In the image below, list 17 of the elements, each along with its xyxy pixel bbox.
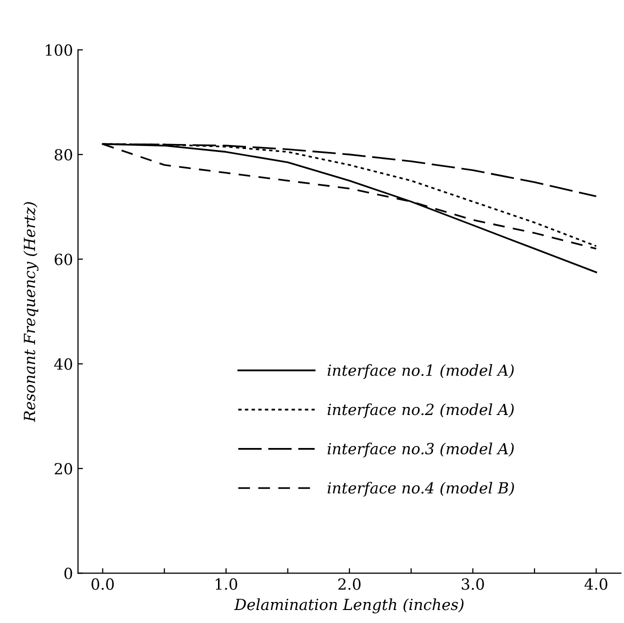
legend-label: interface no.4 (model B)	[328, 482, 514, 497]
x-tick-label: 2.0	[338, 578, 361, 590]
y-axis-title: Resonant Frequency (Hertz)	[23, 202, 38, 422]
legend-label: interface no.2 (model A)	[328, 403, 514, 418]
y-tick-label: 40	[54, 358, 72, 370]
x-tick-label: 0.0	[92, 578, 114, 590]
y-tick-label: 60	[54, 254, 72, 266]
x-tick-label: 1.0	[216, 578, 238, 590]
x-tick-label: 4.0	[584, 578, 608, 590]
y-tick-label: 20	[54, 462, 72, 475]
x-axis-title: Delamination Length (inches)	[234, 598, 464, 614]
legend-label: interface no.1 (model A)	[328, 364, 514, 379]
y-tick-label: 100	[46, 44, 72, 56]
y-tick-label: 0	[64, 568, 72, 580]
x-tick-label: 3.0	[462, 578, 484, 590]
y-tick-label: 80	[54, 148, 72, 161]
legend-label: interface no.3 (model A)	[328, 442, 514, 458]
